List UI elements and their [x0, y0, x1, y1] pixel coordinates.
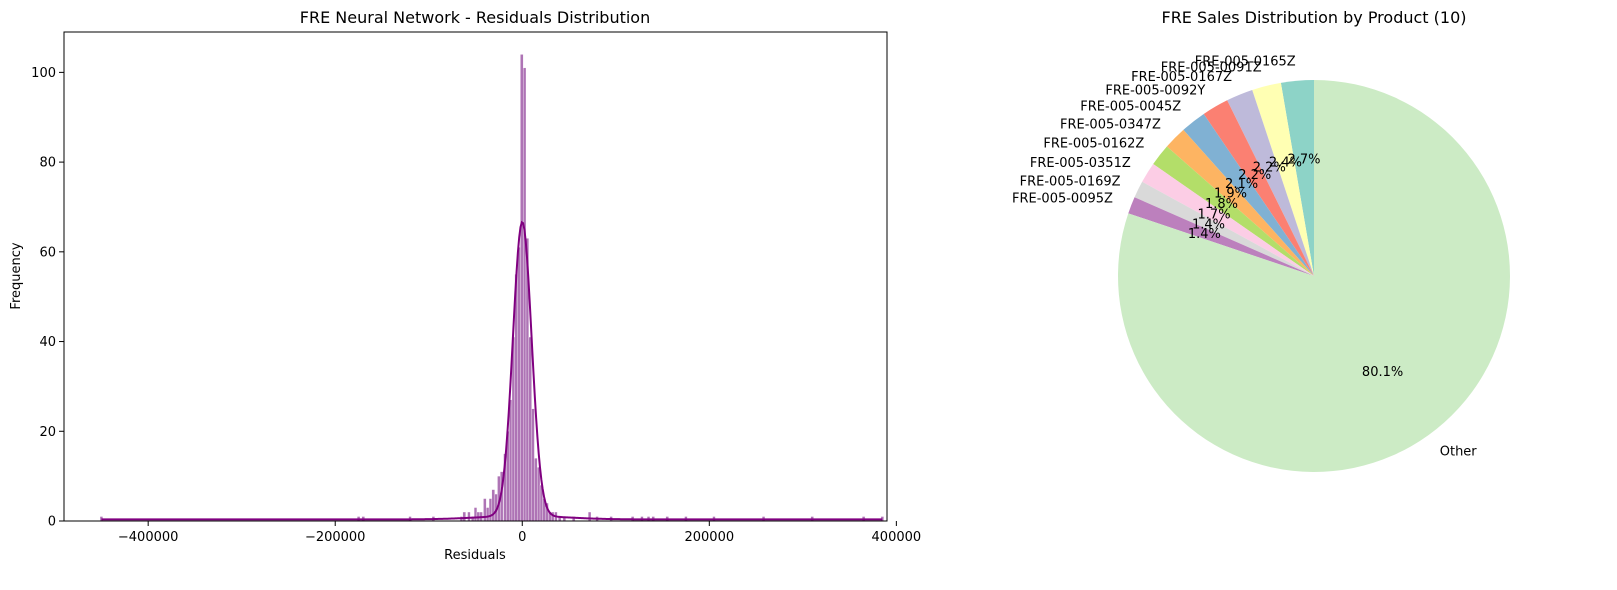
pie-slice [1166, 129, 1314, 276]
histogram-bar [531, 408, 535, 522]
histogram-x-ticks: −400000 −200000 0 200000 400000 [118, 521, 921, 545]
pie-percent-labels: 2.7%2.4%2.2%2.2%2.1%1.9%1.8%1.7%1.4%1.4%… [1188, 152, 1403, 380]
pie-slice [1183, 113, 1314, 277]
pie-slice-label: Other [1440, 445, 1478, 460]
histogram-bar [467, 511, 471, 522]
pie-percent-label: 1.9% [1214, 187, 1247, 202]
histogram-bar [537, 467, 541, 522]
histogram-bar [523, 67, 527, 522]
pie-percent-label: 2.4% [1269, 155, 1302, 170]
pie-slice-label: FRE-005-0092Y [1105, 83, 1205, 98]
pie-slice [1280, 80, 1314, 276]
histogram-bar [588, 511, 592, 522]
pie-slice [1252, 82, 1314, 276]
y-tick-label: 0 [48, 515, 56, 530]
pie-percent-label: 1.4% [1188, 227, 1221, 242]
pie-slice [1142, 163, 1314, 276]
pie-percent-label: 1.8% [1205, 197, 1238, 212]
pie-percent-label: 1.4% [1192, 218, 1225, 233]
histogram-bar [462, 511, 466, 522]
histogram-bar [517, 247, 521, 522]
pie-percent-label: 80.1% [1362, 365, 1403, 380]
residuals-histogram: FRE Neural Network - Residuals Distribut… [9, 8, 921, 563]
pie-slice [1227, 90, 1314, 276]
pie-percent-label: 2.7% [1288, 152, 1321, 167]
pie-percent-label: 1.7% [1198, 208, 1231, 223]
histogram-axes-frame [63, 31, 888, 522]
histogram-bars [99, 54, 884, 522]
pie-slice-label: FRE-005-0091Z [1161, 60, 1262, 75]
histogram-y-label: Frequency [9, 242, 24, 309]
sales-pie-chart: FRE Sales Distribution by Product (10) F… [1012, 8, 1511, 472]
histogram-bar [473, 507, 478, 522]
x-tick-label: 0 [518, 530, 526, 545]
histogram-bar [534, 458, 538, 522]
x-tick-label: −400000 [118, 530, 179, 545]
pie-slice [1128, 197, 1314, 276]
pie-slice-label: FRE-005-0167Z [1131, 70, 1232, 85]
pie-percent-label: 2.2% [1238, 168, 1271, 183]
y-tick-label: 60 [39, 245, 56, 260]
pie-slice [1118, 80, 1511, 472]
pie-slice [1203, 100, 1314, 276]
x-tick-label: −200000 [305, 530, 366, 545]
histogram-bar [528, 336, 532, 522]
pie-title: FRE Sales Distribution by Product (10) [1161, 8, 1466, 27]
pie-slice-label: FRE-005-0045Z [1080, 100, 1181, 115]
pie-slice-label: FRE-005-0162Z [1043, 136, 1144, 151]
histogram-title: FRE Neural Network - Residuals Distribut… [300, 8, 650, 27]
pie-slice-label: FRE-005-0351Z [1030, 156, 1131, 171]
pie-slice-label: FRE-005-0165Z [1195, 55, 1296, 70]
x-tick-label: 400000 [872, 530, 922, 545]
histogram-bar [491, 489, 495, 522]
kde-curve [101, 220, 883, 521]
x-tick-label: 200000 [684, 530, 734, 545]
y-tick-label: 40 [39, 335, 56, 350]
pie-percent-label: 2.2% [1253, 161, 1286, 176]
pie-slice-label: FRE-005-0347Z [1060, 118, 1161, 133]
pie-slice [1134, 181, 1314, 276]
histogram-bar [509, 399, 513, 522]
histogram-bar [488, 498, 493, 522]
histogram-y-ticks: 0 20 40 60 80 100 [31, 66, 64, 530]
histogram-bar [520, 54, 524, 522]
pie-slices [1118, 80, 1511, 472]
pie-labels: FRE-005-0165ZFRE-005-0091ZFRE-005-0167ZF… [1012, 55, 1477, 460]
y-tick-label: 20 [39, 425, 56, 440]
histogram-bar [486, 507, 490, 522]
pie-slice [1153, 146, 1314, 276]
pie-slice-label: FRE-005-0169Z [1020, 174, 1121, 189]
y-tick-label: 80 [39, 156, 56, 171]
y-tick-label: 100 [31, 66, 56, 81]
pie-slice-label: FRE-005-0095Z [1012, 192, 1113, 207]
pie-percent-label: 2.1% [1225, 177, 1258, 192]
histogram-x-label: Residuals [444, 548, 506, 563]
